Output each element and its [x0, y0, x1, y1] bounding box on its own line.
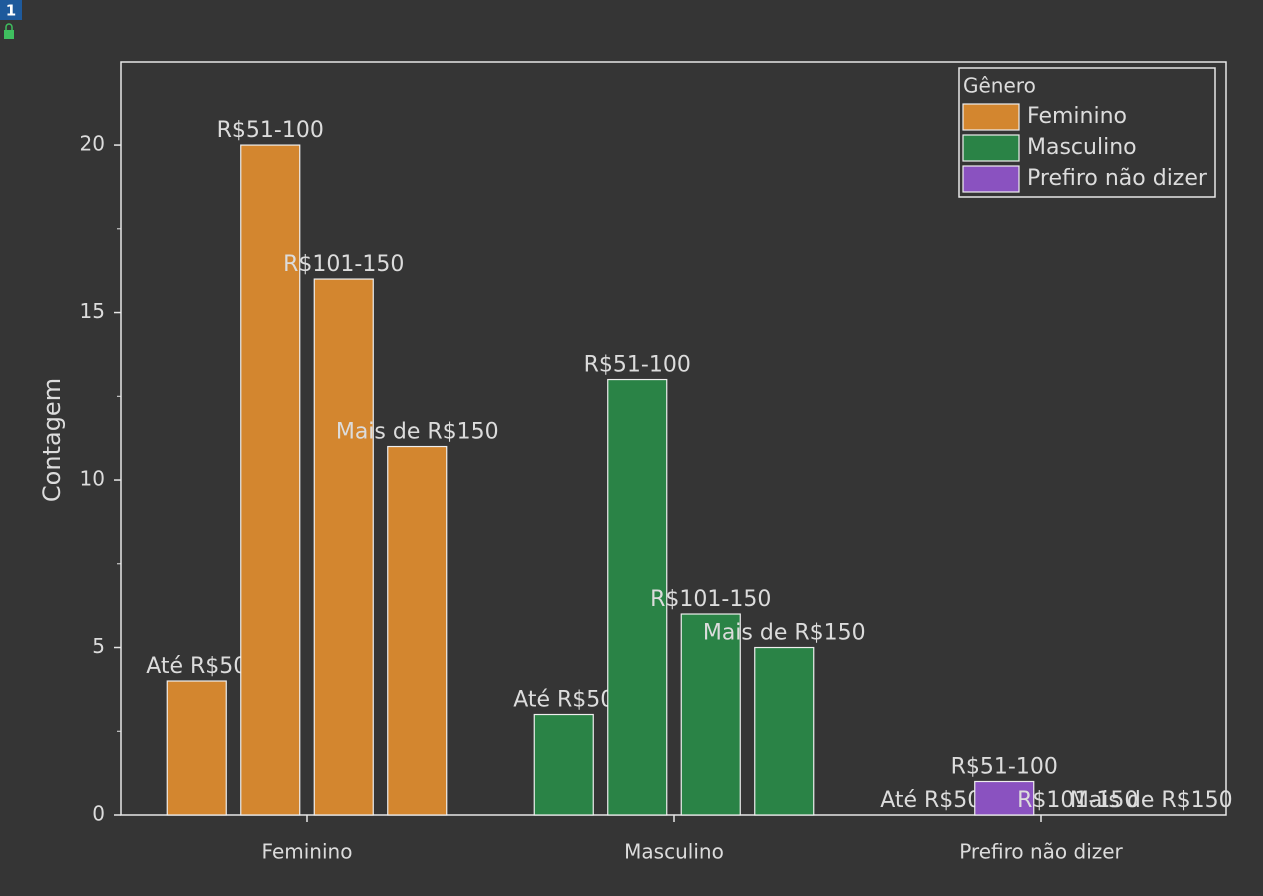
lock-icon — [4, 30, 14, 39]
bar-label: Até R$50 — [880, 788, 981, 813]
legend-title: Gênero — [963, 74, 1036, 98]
badge-box — [0, 0, 22, 20]
x-tick-label: Masculino — [624, 840, 724, 864]
bar — [680, 613, 741, 816]
bar-label: R$101-150 — [283, 252, 404, 277]
bar-label: Mais de R$150 — [336, 420, 499, 445]
bar-label: Mais de R$150 — [703, 621, 866, 646]
y-tick-label: 15 — [80, 299, 105, 323]
legend-label: Prefiro não dizer — [1027, 166, 1208, 191]
bar-label: R$51-100 — [951, 755, 1058, 780]
bar-label: R$101-150 — [1017, 788, 1138, 813]
bar-label: R$51-100 — [217, 118, 324, 143]
bar-label: Até R$50 — [146, 654, 247, 679]
badge: 1 — [6, 2, 16, 20]
x-tick-label: Prefiro não dizer — [959, 840, 1123, 864]
x-tick-label: Feminino — [262, 840, 353, 864]
y-tick-label: 10 — [80, 467, 105, 491]
bar — [533, 713, 594, 816]
legend-swatch — [962, 134, 1020, 162]
bar — [387, 445, 448, 816]
bar — [166, 680, 227, 816]
bar — [607, 378, 668, 816]
legend-label: Masculino — [1027, 135, 1137, 160]
bar — [240, 144, 301, 816]
bar-label: R$101-150 — [650, 587, 771, 612]
bar — [974, 780, 1035, 816]
legend-swatch — [962, 103, 1020, 131]
bar — [313, 278, 374, 816]
y-tick-label: 5 — [92, 634, 105, 658]
y-axis-label: Contagem — [38, 378, 66, 502]
legend-label: Feminino — [1027, 104, 1127, 129]
bar — [754, 646, 815, 816]
lock-shackle — [5, 23, 13, 30]
bar-label: R$51-100 — [584, 353, 691, 378]
bar-label: Até R$50 — [513, 688, 614, 713]
legend-swatch — [962, 165, 1020, 193]
bar-label: Mais de R$150 — [1070, 788, 1233, 813]
y-tick-label: 20 — [80, 132, 105, 156]
y-tick-label: 0 — [92, 802, 105, 826]
